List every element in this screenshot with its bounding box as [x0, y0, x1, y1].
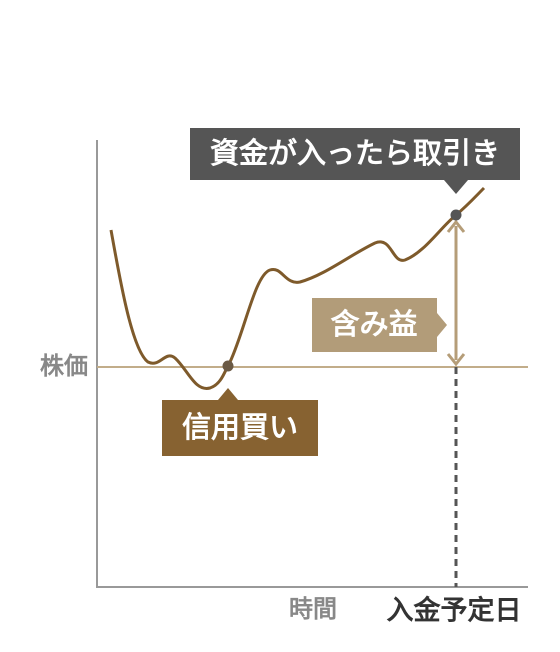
gain-callout: 含み益	[312, 298, 447, 352]
trade-callout: 資金が入ったら取引き	[190, 128, 520, 194]
y-axis-label: 株価	[40, 352, 88, 380]
buy-label: 信用買い	[182, 410, 298, 444]
date-label: 入金予定日	[387, 595, 522, 627]
buy-callout: 信用買い	[162, 388, 318, 456]
price-curve	[109, 186, 486, 390]
gain-arrow	[446, 219, 466, 367]
buy-point	[222, 360, 234, 372]
gain-label: 含み益	[330, 307, 417, 341]
trade-point	[450, 209, 462, 221]
trade-label: 資金が入ったら取引き	[210, 136, 500, 170]
x-axis-label: 時間	[289, 595, 337, 623]
